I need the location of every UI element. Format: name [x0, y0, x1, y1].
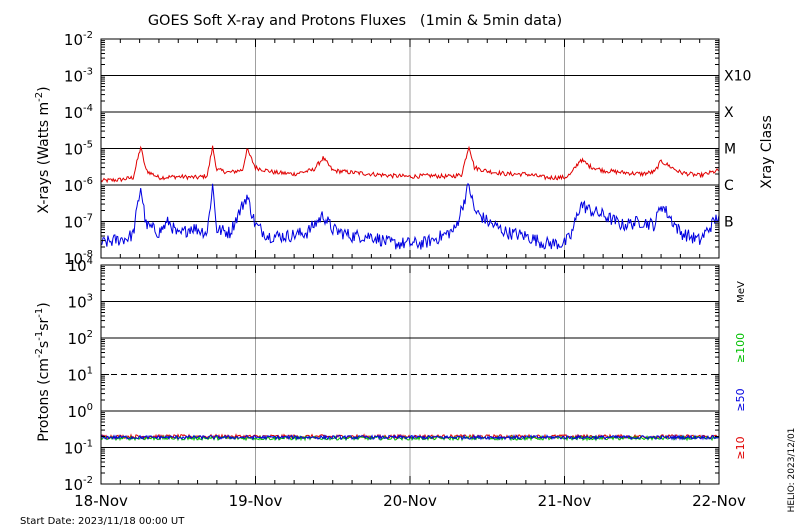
xray-y-tick-label: 10-7	[64, 213, 93, 232]
xray-series-line	[100, 145, 720, 184]
protons-y-tick-label: 10-1	[64, 439, 93, 458]
xray-series-line	[100, 182, 720, 250]
xray-y-tick-label: 10-4	[64, 103, 93, 122]
protons-y-tick-label: 100	[68, 402, 93, 421]
xray-y-tick-label: 10-5	[64, 140, 93, 159]
protons-y-tick-label: 104	[68, 256, 93, 275]
xray-y-tick-label: 10-6	[64, 176, 93, 195]
xray-class-axis-label: Xray Class	[759, 115, 775, 189]
xray-y-tick-label: 10-3	[64, 67, 93, 86]
xray-y-tick-label: 10-8	[64, 249, 93, 268]
xray-class-label: B	[724, 215, 734, 231]
protons-series-line	[100, 433, 720, 441]
proton-legend-100: ≥100	[734, 333, 747, 363]
protons-y-tick-label: 10-2	[64, 475, 93, 494]
protons-y-tick-label: 103	[68, 293, 93, 312]
x-tick-label: 20-Nov	[383, 492, 437, 510]
xray-class-label: C	[724, 178, 734, 194]
xray-y-tick-label: 10-2	[64, 30, 93, 49]
helio-stamp: HELIO: 2023/12/01	[787, 428, 797, 513]
xray-class-label: X	[724, 105, 734, 121]
proton-unit-label: MeV	[736, 281, 747, 303]
x-tick-label: 22-Nov	[692, 492, 746, 510]
protons-y-tick-label: 101	[68, 366, 93, 385]
chart-title: GOES Soft X-ray and Protons Fluxes (1min…	[148, 13, 562, 29]
x-tick-label: 19-Nov	[229, 492, 283, 510]
xray-panel: 10-8 10-7 10-6 10-5 10-4 10-3 10-2 B C M X X10	[64, 30, 751, 268]
protons-y-tick-label: 102	[68, 329, 93, 348]
proton-panel: 10-2 10-1 100 101 102 103 104 18-Nov 19-Nov 20-No…	[64, 256, 746, 510]
proton-legend-50: ≥50	[734, 388, 747, 411]
x-tick-label: 21-Nov	[538, 492, 592, 510]
xray-class-label: M	[724, 142, 736, 158]
xray-y-label: X-rays (Watts m-2)	[34, 86, 52, 213]
proton-y-label: Protons (cm-2s-1sr-1)	[34, 302, 52, 441]
start-date-label: Start Date: 2023/11/18 00:00 UT	[20, 516, 185, 527]
x-tick-label: 18-Nov	[74, 492, 128, 510]
proton-legend-10: ≥10	[734, 436, 747, 459]
xray-class-label: X10	[724, 69, 751, 85]
